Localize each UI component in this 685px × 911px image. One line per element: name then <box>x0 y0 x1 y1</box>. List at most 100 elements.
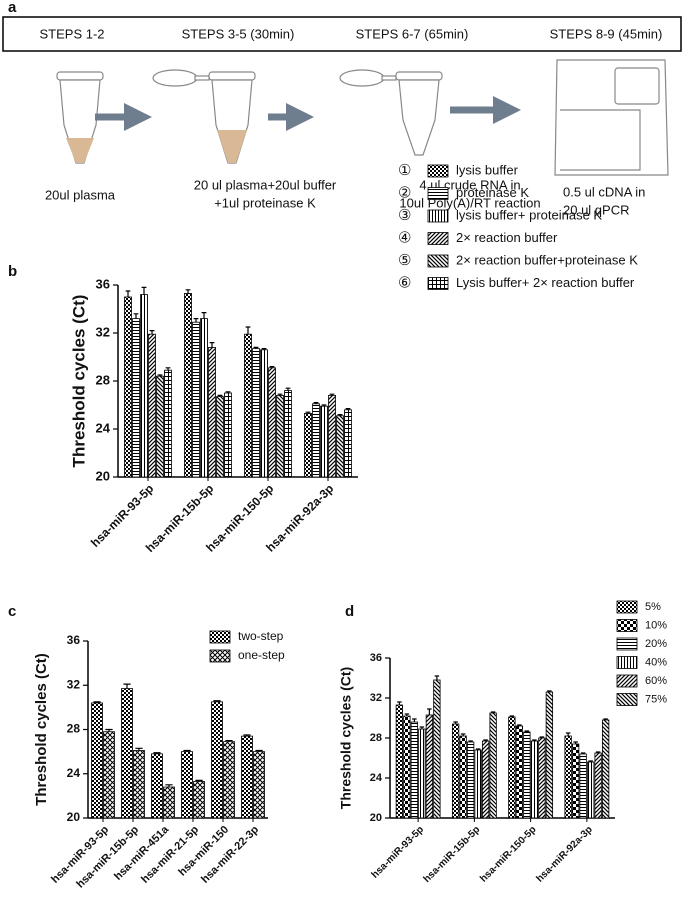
legend-label: proteinase K <box>456 185 529 200</box>
error-bar <box>183 749 191 752</box>
bar <box>508 716 516 819</box>
error-bar <box>434 675 440 680</box>
legend-swatch <box>427 254 449 268</box>
y-tick-label: 36 <box>370 652 382 664</box>
error-bar <box>329 393 335 396</box>
qpcr-machine-icon <box>554 59 669 176</box>
error-bar <box>141 286 147 295</box>
error-bar <box>165 784 173 788</box>
error-bar <box>123 683 131 689</box>
bar <box>192 321 200 478</box>
error-bar <box>185 289 191 294</box>
bar <box>224 392 232 478</box>
error-bar <box>532 739 537 741</box>
legend-label: lysis buffer+ proteinase K <box>456 207 602 222</box>
legend-number: ④ <box>398 229 411 246</box>
steps-frame <box>2 16 682 52</box>
bar <box>579 753 587 819</box>
bar <box>193 781 205 819</box>
error-bar <box>524 730 530 732</box>
error-bar <box>213 700 221 702</box>
legend-label: 60% <box>645 675 667 687</box>
error-bar <box>337 414 343 416</box>
bar <box>474 749 482 819</box>
error-bar <box>517 724 522 726</box>
bar <box>121 688 133 819</box>
error-bar <box>460 733 466 736</box>
legend-swatch <box>616 619 638 632</box>
bar <box>530 740 539 819</box>
error-bar <box>412 718 417 722</box>
bar <box>253 751 265 819</box>
bar <box>200 318 208 478</box>
bar <box>571 743 580 819</box>
error-bar <box>404 713 410 716</box>
bar <box>140 294 148 478</box>
y-tick-label: 36 <box>67 633 81 647</box>
legend-label: 10% <box>645 619 667 631</box>
legend-swatch <box>427 277 449 290</box>
bar <box>410 721 419 819</box>
bar <box>244 333 252 478</box>
bar <box>156 375 164 478</box>
step-caption: 0.5 ul cDNA in <box>563 184 645 199</box>
bar <box>538 737 546 819</box>
x-tick-label: hsa-miR-92a-3p <box>534 824 594 884</box>
error-bar <box>93 701 101 703</box>
y-tick-label: 20 <box>67 810 81 824</box>
panel-label: b <box>8 263 17 280</box>
y-tick-label: 32 <box>67 677 81 691</box>
error-bar <box>419 726 425 729</box>
bar <box>304 412 312 478</box>
bar <box>181 751 193 819</box>
bar <box>252 348 260 478</box>
bar <box>320 405 328 478</box>
y-tick-label: 24 <box>67 766 81 780</box>
step-title: STEPS 1-2 <box>39 26 104 41</box>
x-tick-label: hsa-miR-93-5p <box>370 824 427 881</box>
legend-label: two-step <box>238 629 284 643</box>
error-bar <box>453 721 458 724</box>
bar <box>132 318 140 478</box>
bar <box>425 714 434 819</box>
error-bar <box>225 739 233 742</box>
bar <box>466 741 475 819</box>
bar <box>459 735 467 819</box>
panel-label: d <box>345 603 354 620</box>
error-bar <box>125 290 131 297</box>
bar <box>284 390 292 478</box>
bar <box>403 715 411 819</box>
legend-swatch <box>427 164 449 178</box>
legend-swatch <box>427 209 449 223</box>
tube-icon <box>339 69 443 156</box>
error-bar <box>195 779 203 782</box>
x-tick-label: hsa-miR-93-5p <box>88 481 156 549</box>
legend-swatch <box>616 674 638 688</box>
error-bar <box>539 736 545 738</box>
step-caption: 20 ul qPCR <box>563 202 629 217</box>
y-tick-label: 36 <box>96 276 110 291</box>
tube-icon <box>56 71 104 164</box>
error-bar <box>149 330 155 335</box>
bar <box>216 396 224 478</box>
bar <box>594 752 602 819</box>
legend-label: 75% <box>645 693 667 705</box>
bar <box>433 679 441 819</box>
bar <box>564 735 572 819</box>
x-tick-label: hsa-miR-150-5p <box>478 824 538 884</box>
bar <box>328 394 336 478</box>
error-bar <box>321 404 327 407</box>
bar <box>418 728 426 819</box>
y-axis-title: Threshold cycles (Ct) <box>69 295 88 468</box>
legend-label: Lysis buffer+ 2× reaction buffer <box>456 275 635 290</box>
error-bar <box>490 711 496 713</box>
y-tick-label: 32 <box>370 692 382 704</box>
y-axis-title: Threshold cycles (Ct) <box>33 653 50 806</box>
error-bar <box>580 752 586 754</box>
legend-swatch <box>427 232 449 245</box>
error-bar <box>253 346 259 349</box>
y-tick-label: 20 <box>370 812 382 824</box>
y-tick-label: 24 <box>370 772 383 784</box>
x-tick-label: hsa-miR-15b-5p <box>422 824 483 885</box>
